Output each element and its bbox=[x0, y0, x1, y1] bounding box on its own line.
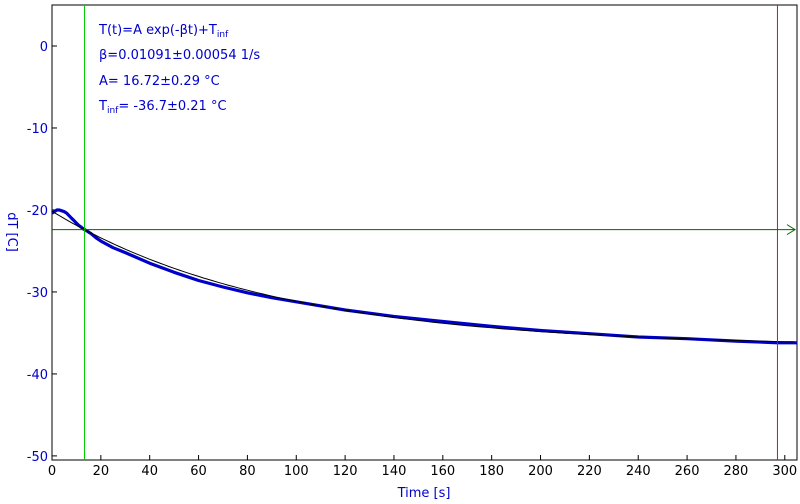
x-tick-label: 220 bbox=[577, 464, 602, 479]
y-tick-label: -50 bbox=[27, 450, 48, 465]
x-tick-label: 280 bbox=[724, 464, 749, 479]
fit-annotation: T(t)=A exp(-βt)+Tinf β=0.01091±0.00054 1… bbox=[98, 23, 260, 116]
fit-equation: T(t)=A exp(-βt)+Tinf bbox=[98, 23, 229, 40]
x-tick-label: 160 bbox=[430, 464, 455, 479]
y-tick-label: 0 bbox=[40, 40, 48, 55]
x-tick-label: 80 bbox=[239, 464, 256, 479]
x-tick-label: 180 bbox=[479, 464, 504, 479]
x-tick-label: 140 bbox=[382, 464, 407, 479]
x-tick-label: 120 bbox=[333, 464, 358, 479]
x-tick-label: 200 bbox=[528, 464, 553, 479]
fit-curve-line bbox=[51, 210, 795, 343]
x-axis-ticks: 0 20 40 60 80 100 120 140 160 180 200 220 240 260 280 3… bbox=[48, 455, 797, 479]
fit-beta: β=0.01091±0.00054 1/s bbox=[99, 48, 260, 63]
y-axis-ticks: 0 -10 -20 -30 -40 -50 bbox=[27, 40, 57, 465]
x-axis-label: Time [s] bbox=[397, 486, 451, 501]
fit-amplitude: A= 16.72±0.29 °C bbox=[99, 74, 220, 89]
x-tick-label: 300 bbox=[772, 464, 797, 479]
plot-frame bbox=[51, 4, 798, 461]
x-tick-label: 100 bbox=[284, 464, 309, 479]
data-series-line bbox=[51, 208, 797, 345]
x-tick-label: 40 bbox=[141, 464, 158, 479]
x-tick-label: 60 bbox=[190, 464, 207, 479]
x-tick-label: 0 bbox=[48, 464, 56, 479]
y-tick-label: -10 bbox=[27, 122, 48, 137]
cursor-arrow-icon bbox=[786, 224, 796, 236]
fit-tinf: Tinf= -36.7±0.21 °C bbox=[98, 99, 227, 116]
x-tick-label: 240 bbox=[626, 464, 651, 479]
y-tick-label: -30 bbox=[27, 286, 48, 301]
x-tick-label: 260 bbox=[675, 464, 700, 479]
y-tick-label: -40 bbox=[27, 368, 48, 383]
y-tick-label: -20 bbox=[27, 204, 48, 219]
x-tick-label: 20 bbox=[93, 464, 110, 479]
y-axis-label: dT [C] bbox=[4, 212, 19, 252]
